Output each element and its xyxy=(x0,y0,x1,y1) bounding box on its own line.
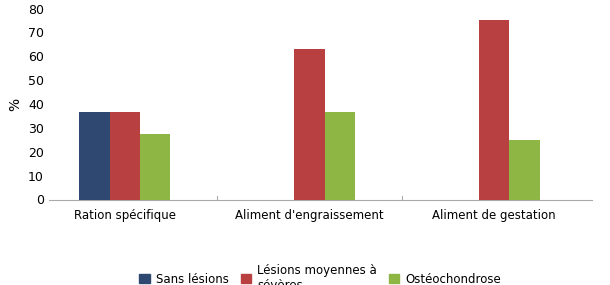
Bar xyxy=(325,112,355,200)
Bar xyxy=(140,134,170,200)
Y-axis label: %: % xyxy=(9,97,23,111)
Bar xyxy=(294,49,325,200)
Bar xyxy=(110,112,140,200)
Bar xyxy=(79,112,110,200)
Bar xyxy=(509,140,540,200)
Legend: Sans lésions, Lésions moyennes à
sévères, Ostéochondrose: Sans lésions, Lésions moyennes à sévères… xyxy=(135,259,506,285)
Bar xyxy=(479,21,509,200)
